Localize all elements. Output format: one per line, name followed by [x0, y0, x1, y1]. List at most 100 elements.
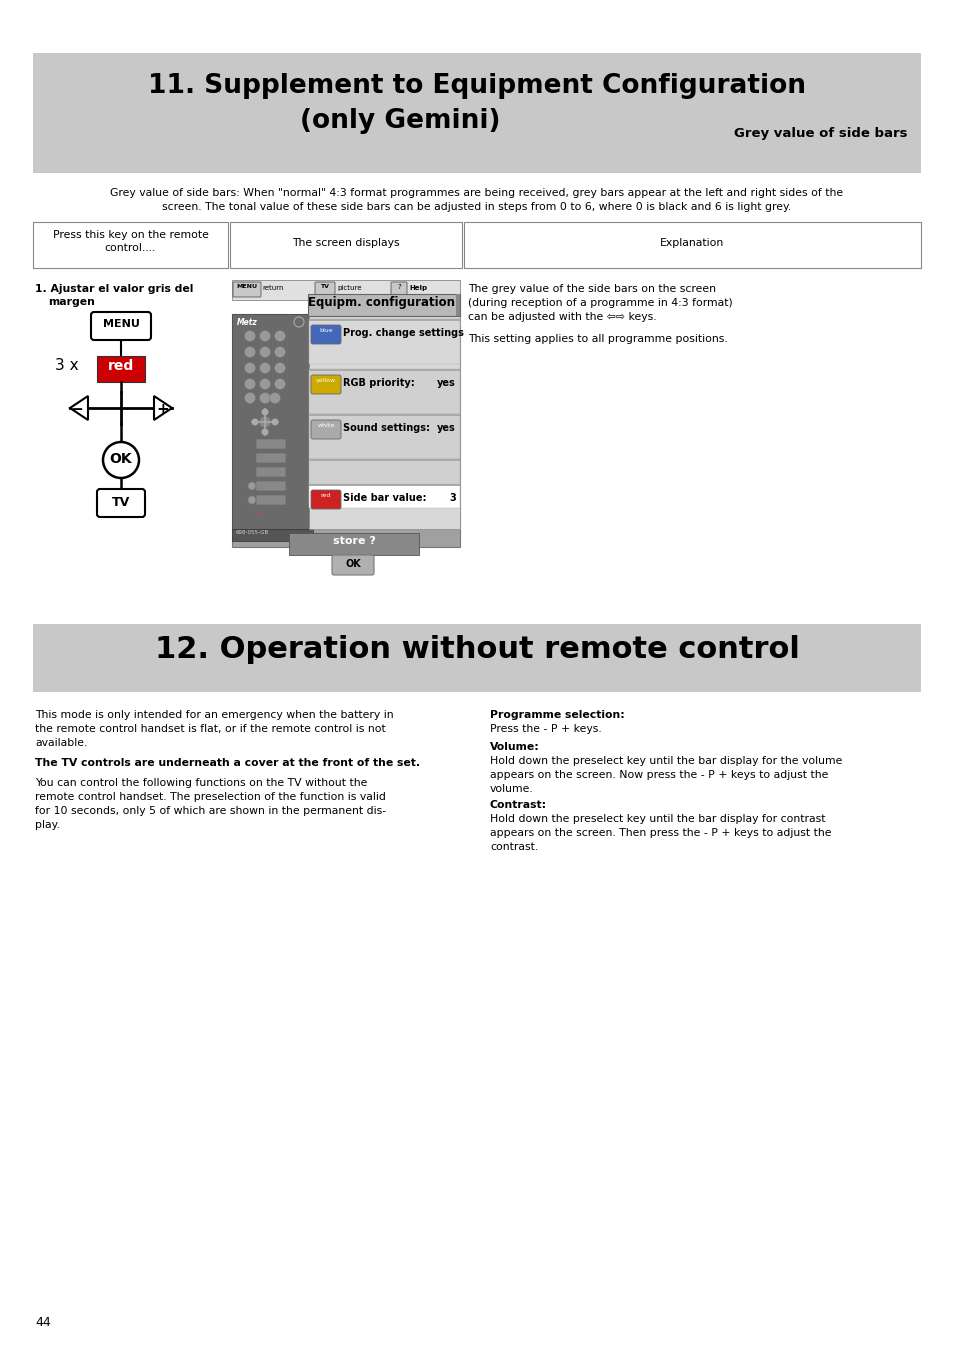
Text: Side bar value:: Side bar value:	[343, 493, 426, 503]
Text: 44: 44	[35, 1316, 51, 1329]
Text: (during reception of a programme in 4:3 format): (during reception of a programme in 4:3 …	[468, 299, 732, 308]
Circle shape	[259, 331, 271, 342]
Text: You can control the following functions on the TV without the: You can control the following functions …	[35, 778, 367, 788]
FancyBboxPatch shape	[255, 453, 286, 463]
Text: Programme selection:: Programme selection:	[490, 711, 624, 720]
Text: TV: TV	[112, 496, 130, 509]
Polygon shape	[70, 396, 88, 420]
Bar	[33, 53, 920, 173]
Text: 3: 3	[449, 493, 456, 503]
Text: TV: TV	[320, 284, 329, 289]
Bar	[232, 280, 459, 300]
FancyBboxPatch shape	[255, 467, 286, 477]
Text: Equipm. configuration: Equipm. configuration	[308, 296, 455, 309]
Text: Sound settings:: Sound settings:	[343, 423, 430, 434]
Circle shape	[244, 362, 255, 373]
Bar	[33, 222, 228, 267]
Circle shape	[103, 442, 139, 478]
FancyBboxPatch shape	[255, 494, 286, 505]
Circle shape	[244, 393, 255, 404]
Text: MENU: MENU	[103, 319, 139, 330]
Text: remote control handset. The preselection of the function is valid: remote control handset. The preselection…	[35, 792, 385, 802]
FancyBboxPatch shape	[233, 282, 261, 297]
Bar	[230, 222, 461, 267]
Circle shape	[248, 482, 255, 490]
FancyBboxPatch shape	[255, 439, 286, 449]
Text: This setting applies to all programme positions.: This setting applies to all programme po…	[468, 334, 727, 345]
Text: control....: control....	[105, 243, 156, 253]
Text: MENU: MENU	[236, 284, 257, 289]
FancyBboxPatch shape	[311, 326, 340, 345]
Circle shape	[274, 378, 285, 389]
Text: Press the - P + keys.: Press the - P + keys.	[490, 724, 601, 734]
Circle shape	[261, 428, 268, 435]
Text: OK: OK	[345, 559, 360, 569]
Bar	[309, 459, 459, 461]
Text: Hold down the preselect key until the bar display for the volume: Hold down the preselect key until the ba…	[490, 757, 841, 766]
Text: 1. Ajustar el valor gris del: 1. Ajustar el valor gris del	[35, 284, 193, 295]
Text: store ?: store ?	[333, 536, 375, 546]
Bar	[232, 313, 459, 547]
Text: Volume:: Volume:	[490, 742, 539, 753]
Text: Grey value of side bars: When "normal" 4:3 format programmes are being received,: Grey value of side bars: When "normal" 4…	[111, 188, 842, 199]
Text: 11. Supplement to Equipment Configuration: 11. Supplement to Equipment Configuratio…	[148, 73, 805, 99]
Circle shape	[274, 346, 285, 358]
Text: 3 x: 3 x	[55, 358, 78, 373]
Text: red: red	[320, 493, 331, 499]
Bar	[289, 534, 418, 555]
Text: volume.: volume.	[490, 784, 533, 794]
Bar	[309, 369, 459, 370]
Circle shape	[244, 331, 255, 342]
Text: (only Gemini): (only Gemini)	[299, 108, 499, 134]
Bar	[309, 413, 459, 459]
Bar	[456, 295, 459, 316]
Bar	[463, 222, 920, 267]
Circle shape	[252, 419, 258, 426]
Circle shape	[259, 362, 271, 373]
Bar	[33, 624, 920, 692]
Text: The TV controls are underneath a cover at the front of the set.: The TV controls are underneath a cover a…	[35, 758, 419, 767]
Text: +: +	[156, 403, 170, 417]
Bar	[309, 484, 459, 485]
Text: ?: ?	[396, 284, 400, 290]
Bar	[309, 313, 459, 317]
Text: Explanation: Explanation	[659, 238, 724, 249]
Text: 12. Operation without remote control: 12. Operation without remote control	[154, 635, 799, 663]
FancyBboxPatch shape	[314, 282, 335, 297]
Bar	[309, 313, 459, 530]
Circle shape	[258, 416, 271, 428]
FancyBboxPatch shape	[311, 420, 340, 439]
Text: yellow: yellow	[315, 378, 335, 382]
Text: Grey value of side bars: Grey value of side bars	[734, 127, 907, 141]
Bar	[309, 319, 459, 320]
Text: blue: blue	[319, 328, 333, 332]
FancyBboxPatch shape	[97, 489, 145, 517]
Bar	[309, 319, 459, 363]
Text: play.: play.	[35, 820, 60, 830]
Bar	[309, 484, 459, 508]
Text: 698-055-GB: 698-055-GB	[235, 530, 269, 535]
Circle shape	[274, 331, 285, 342]
Text: screen. The tonal value of these side bars can be adjusted in steps from 0 to 6,: screen. The tonal value of these side ba…	[162, 203, 791, 212]
Text: white: white	[317, 423, 335, 428]
Bar	[308, 295, 459, 316]
Circle shape	[244, 378, 255, 389]
Circle shape	[259, 393, 271, 404]
Text: −: −	[71, 403, 83, 417]
Circle shape	[261, 408, 268, 416]
Text: picture: picture	[336, 285, 361, 290]
Bar	[309, 413, 459, 416]
Text: The grey value of the side bars on the screen: The grey value of the side bars on the s…	[468, 284, 716, 295]
FancyBboxPatch shape	[311, 490, 340, 509]
Text: contrast.: contrast.	[490, 842, 537, 852]
FancyBboxPatch shape	[332, 555, 374, 576]
Text: the remote control handset is flat, or if the remote control is not: the remote control handset is flat, or i…	[35, 724, 385, 734]
Text: appears on the screen. Then press the - P + keys to adjust the: appears on the screen. Then press the - …	[490, 828, 831, 838]
Text: yes: yes	[436, 423, 456, 434]
Text: Contrast:: Contrast:	[490, 800, 547, 811]
Text: Prog. change settings: Prog. change settings	[343, 328, 463, 338]
Bar	[232, 530, 313, 540]
Circle shape	[248, 496, 255, 504]
Text: The screen displays: The screen displays	[292, 238, 399, 249]
Text: Press this key on the remote: Press this key on the remote	[52, 230, 208, 240]
